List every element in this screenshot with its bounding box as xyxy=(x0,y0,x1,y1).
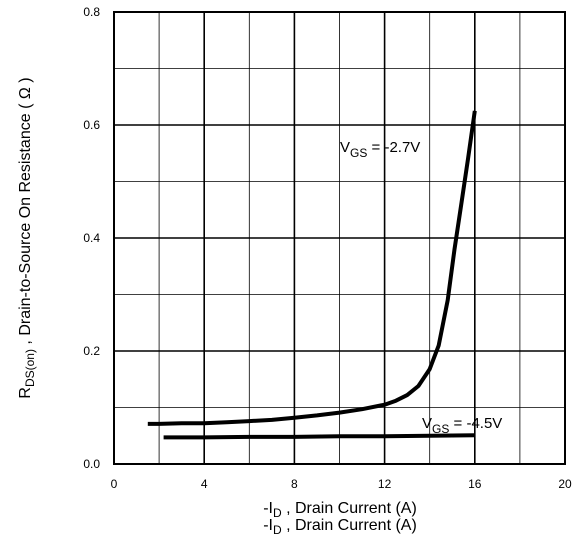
xlabel-prefix: -I xyxy=(263,517,273,534)
y-tick-label: 0.0 xyxy=(83,457,100,471)
series-line-vgs-4-5v xyxy=(163,433,475,440)
y-tick-label: 0.4 xyxy=(83,231,100,245)
x-tick-label: 4 xyxy=(201,477,208,491)
x-axis-label: -ID , Drain Current (A) xyxy=(263,500,417,520)
series-lines xyxy=(147,110,477,440)
x-axis-label-duplicate: -ID , Drain Current (A) xyxy=(263,517,417,537)
x-tick-label: 0 xyxy=(111,477,118,491)
label-v: V xyxy=(340,139,350,156)
label-rest: = -2.7V xyxy=(367,139,420,156)
x-tick-labels: 0 4 8 12 16 20 xyxy=(111,477,572,491)
x-tick-label: 16 xyxy=(468,477,482,491)
xlabel-sub: D xyxy=(273,506,282,520)
xlabel-rest: , Drain Current (A) xyxy=(282,500,417,517)
series-line-vgs-2-7v xyxy=(147,110,477,426)
xlabel-prefix: -I xyxy=(263,500,273,517)
series-label-vgs-2-7v: VGS = -2.7V xyxy=(340,139,420,160)
label-sub: GS xyxy=(432,422,449,436)
y-tick-label: 0.6 xyxy=(83,118,100,132)
xlabel-sub: D xyxy=(273,523,282,537)
xlabel-rest: , Drain Current (A) xyxy=(282,517,417,534)
x-tick-label: 8 xyxy=(291,477,298,491)
major-gridlines xyxy=(114,12,565,464)
label-v: V xyxy=(422,415,432,432)
label-rest: = -4.5V xyxy=(449,415,502,432)
y-tick-label: 0.8 xyxy=(83,5,100,19)
x-tick-label: 20 xyxy=(558,477,572,491)
series-label-vgs-4-5v: VGS = -4.5V xyxy=(422,415,502,436)
ylabel-sub: DS(on) xyxy=(23,349,37,387)
ylabel-rest: , Drain-to-Source On Resistance ( Ω ) xyxy=(17,77,34,349)
y-axis-label: RDS(on) , Drain-to-Source On Resistance … xyxy=(17,77,37,398)
y-tick-labels: 0.0 0.2 0.4 0.6 0.8 xyxy=(83,5,100,471)
plot-frame xyxy=(113,11,566,465)
label-sub: GS xyxy=(350,146,367,160)
ylabel-prefix: R xyxy=(17,387,34,399)
x-tick-label: 12 xyxy=(378,477,392,491)
y-tick-label: 0.2 xyxy=(83,344,100,358)
